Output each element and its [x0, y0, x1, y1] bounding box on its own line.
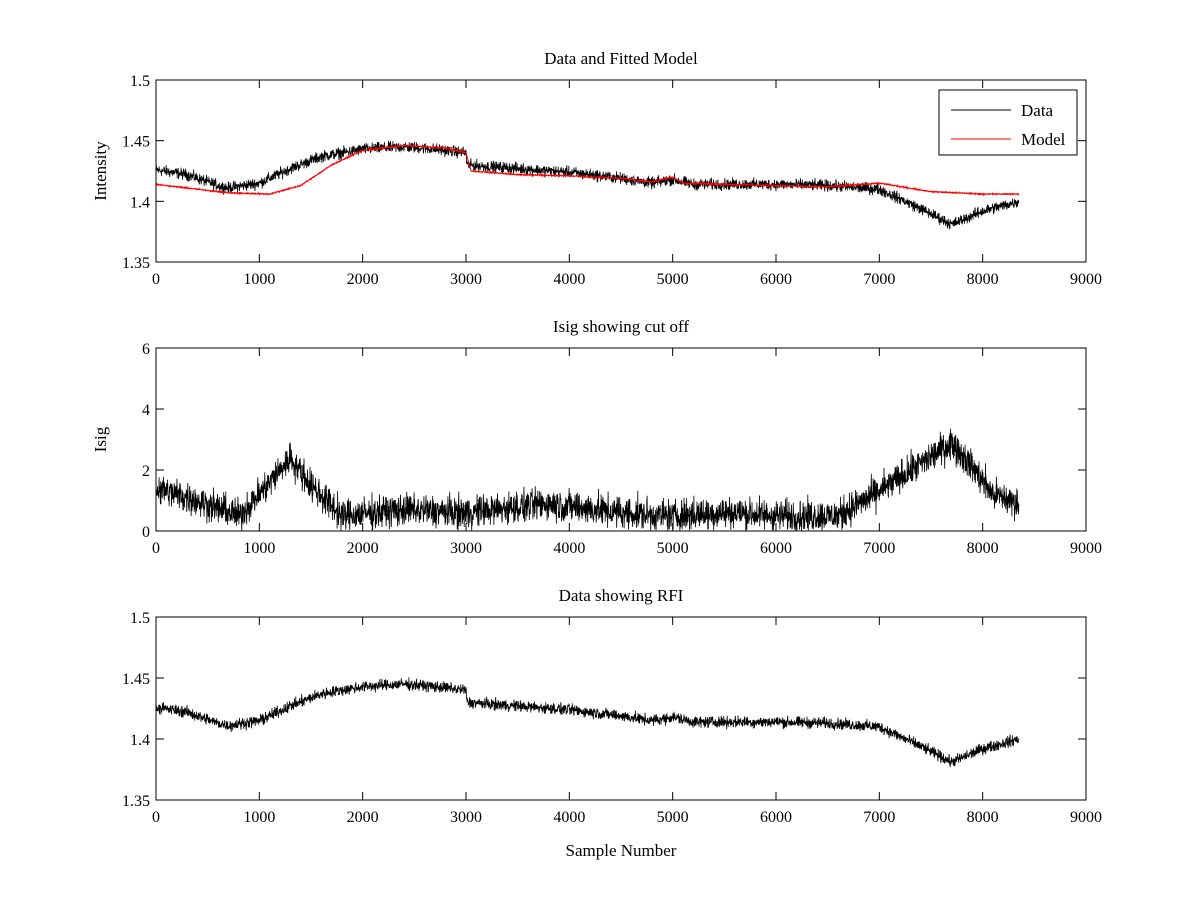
x-tick-label: 6000 [760, 540, 792, 557]
x-tick-label: 7000 [863, 540, 895, 557]
plot-title: Data showing RFI [559, 586, 684, 605]
x-tick-label: 2000 [347, 809, 379, 826]
x-tick-label: 5000 [657, 271, 689, 288]
y-tick-label: 0 [142, 524, 150, 541]
y-tick-label: 1.5 [130, 610, 150, 627]
axes-frame [155, 347, 1087, 532]
y-tick-label: 4 [142, 402, 150, 419]
y-tick-label: 1.45 [122, 671, 150, 688]
x-tick-label: 4000 [553, 540, 585, 557]
x-tick-label: 4000 [553, 271, 585, 288]
x-tick-label: 5000 [657, 809, 689, 826]
x-tick-label: 1000 [243, 540, 275, 557]
y-tick-label: 6 [142, 341, 150, 358]
y-tick-label: 2 [142, 463, 150, 480]
x-tick-label: 5000 [657, 540, 689, 557]
x-tick-label: 4000 [553, 809, 585, 826]
plot-title: Data and Fitted Model [544, 49, 698, 68]
legend-label-model: Model [1021, 130, 1066, 149]
y-tick-label: 1.35 [122, 793, 150, 810]
x-tick-label: 2000 [347, 540, 379, 557]
series-line-model [155, 143, 1020, 197]
legend-label-data: Data [1021, 101, 1054, 120]
series-line-data [155, 140, 1020, 230]
series-line-data [155, 677, 1020, 768]
legend-box [938, 89, 1078, 156]
subplot-3: 0 1000 2000 3000 4000 5000 6000 7000 8000 9000 1.3… [122, 586, 1102, 860]
x-tick-label: 0 [152, 809, 160, 826]
x-tick-label: 8000 [967, 271, 999, 288]
y-axis-label: Intensity [91, 141, 110, 201]
x-tick-label: 0 [152, 271, 160, 288]
x-tick-label: 9000 [1070, 271, 1102, 288]
plot-title: Isig showing cut off [553, 317, 689, 336]
y-tick-label: 1.4 [130, 732, 150, 749]
axes-frame [155, 79, 1087, 263]
x-axis-label: Sample Number [566, 841, 677, 860]
subplot-1: 0 1000 2000 3000 4000 5000 6000 7000 8000 9000 1.3… [91, 49, 1102, 288]
y-tick-label: 1.5 [130, 73, 150, 90]
x-tick-label: 6000 [760, 809, 792, 826]
x-tick-label: 9000 [1070, 540, 1102, 557]
x-tick-label: 0 [152, 540, 160, 557]
y-tick-label: 1.35 [122, 255, 150, 272]
x-tick-label: 8000 [967, 540, 999, 557]
y-axis-label: Isig [91, 426, 110, 452]
subplot-2: 0 1000 2000 3000 4000 5000 6000 7000 8000 9000 0 2 4… [91, 317, 1102, 557]
x-tick-label: 3000 [450, 540, 482, 557]
x-tick-label: 3000 [450, 809, 482, 826]
x-tick-label: 2000 [347, 271, 379, 288]
legend: Data Model [938, 89, 1078, 156]
x-tick-label: 9000 [1070, 809, 1102, 826]
x-tick-label: 7000 [863, 809, 895, 826]
x-tick-label: 1000 [243, 809, 275, 826]
axes-frame [155, 616, 1087, 801]
x-tick-label: 1000 [243, 271, 275, 288]
x-tick-label: 3000 [450, 271, 482, 288]
x-tick-label: 8000 [967, 809, 999, 826]
y-tick-label: 1.4 [130, 194, 150, 211]
x-tick-label: 7000 [863, 271, 895, 288]
x-tick-label: 6000 [760, 271, 792, 288]
y-tick-label: 1.45 [122, 134, 150, 151]
series-line-isig [155, 428, 1020, 531]
